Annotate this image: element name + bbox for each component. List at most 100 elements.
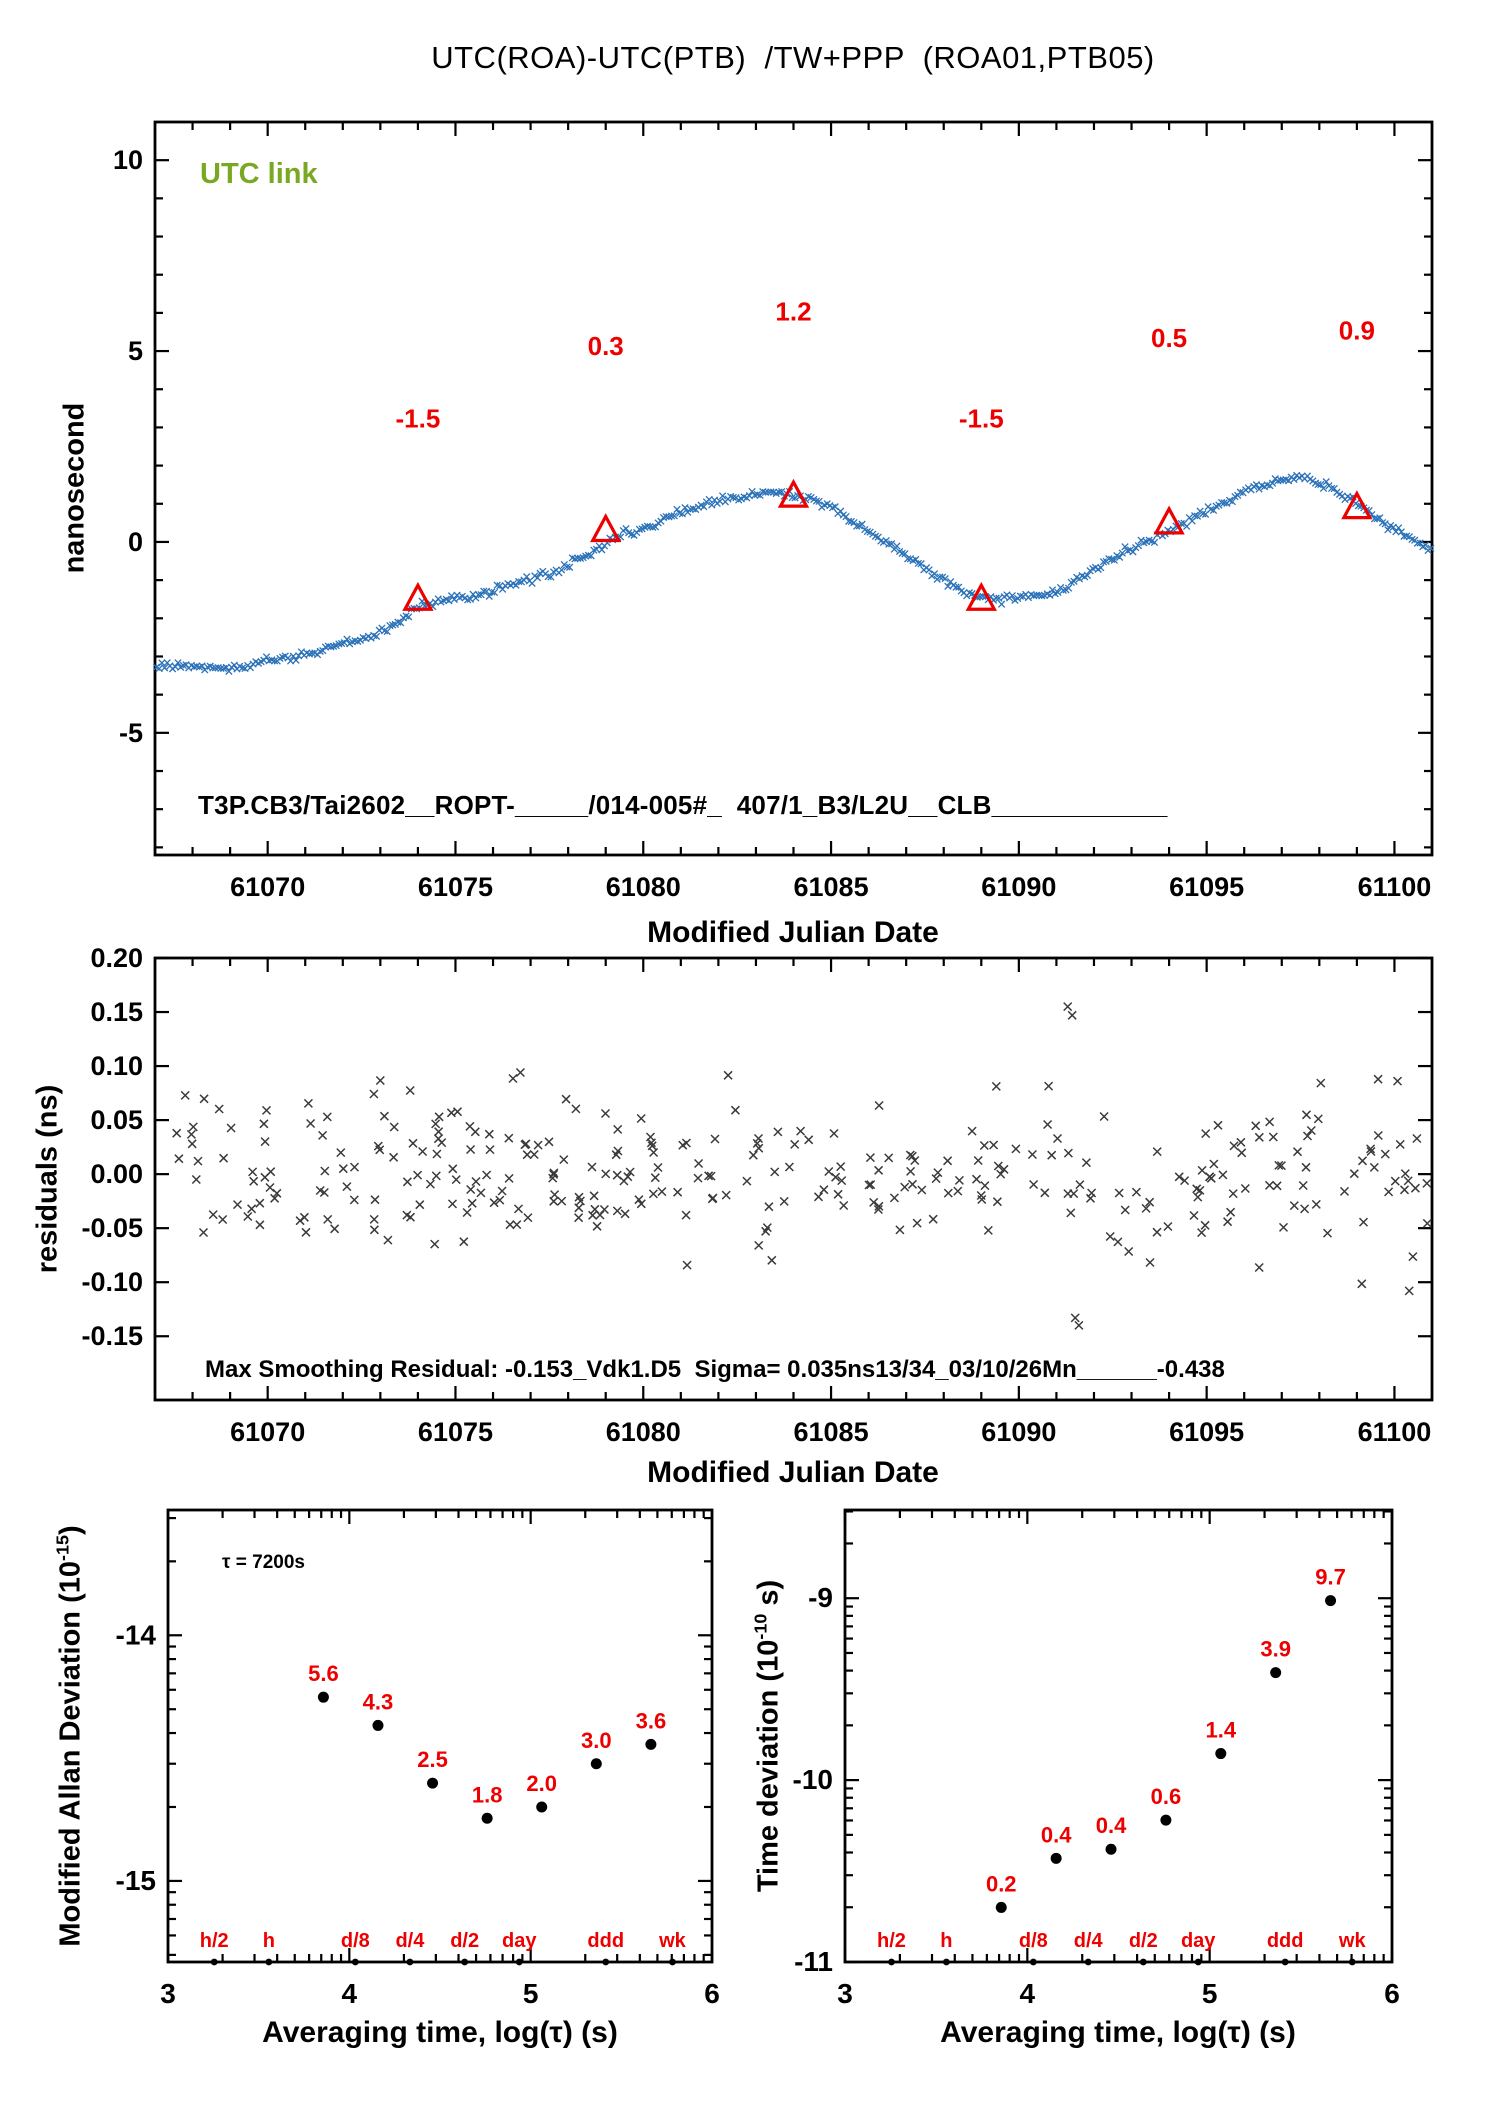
data-marker bbox=[432, 1149, 442, 1159]
data-marker bbox=[1047, 1150, 1057, 1160]
deviation-value-label: 9.7 bbox=[1315, 1565, 1346, 1590]
data-marker bbox=[989, 1140, 999, 1150]
data-marker bbox=[1218, 1170, 1228, 1180]
data-marker bbox=[557, 1196, 567, 1206]
data-marker bbox=[694, 1158, 704, 1169]
data-marker bbox=[315, 1185, 325, 1196]
data-marker bbox=[188, 1122, 198, 1132]
mdev-ylabel-post: ) bbox=[54, 1525, 87, 1536]
data-marker bbox=[1063, 1148, 1073, 1158]
time-marker-dot bbox=[1348, 1958, 1356, 1966]
deviation-point bbox=[1270, 1667, 1282, 1679]
residuals-ylabel: residuals (ns) bbox=[31, 1084, 64, 1274]
x-tick-label: 61085 bbox=[794, 872, 869, 902]
triangle-marker bbox=[965, 581, 997, 611]
x-tick-label: 5 bbox=[1202, 1978, 1218, 2009]
data-marker bbox=[219, 1153, 229, 1163]
data-marker bbox=[508, 1073, 518, 1084]
y-tick-label: 5 bbox=[128, 336, 143, 366]
data-marker bbox=[682, 1260, 692, 1270]
data-marker bbox=[587, 552, 595, 560]
data-marker bbox=[1369, 1162, 1379, 1172]
data-marker bbox=[1339, 1186, 1350, 1196]
data-marker bbox=[547, 573, 555, 581]
data-marker bbox=[1254, 1132, 1264, 1142]
data-marker bbox=[853, 522, 861, 530]
data-marker bbox=[1044, 1081, 1054, 1091]
data-marker bbox=[730, 1105, 740, 1115]
data-marker bbox=[895, 1225, 905, 1235]
data-marker bbox=[383, 1235, 393, 1245]
data-marker bbox=[476, 1188, 486, 1198]
data-marker bbox=[1209, 506, 1218, 515]
data-marker bbox=[369, 1225, 379, 1235]
data-marker bbox=[262, 653, 271, 661]
deviation-value-label: 5.6 bbox=[308, 1661, 339, 1686]
deviation-value-label: 1.4 bbox=[1205, 1718, 1236, 1743]
data-marker bbox=[1228, 497, 1236, 506]
data-marker bbox=[497, 1186, 507, 1196]
data-marker bbox=[303, 1098, 313, 1108]
deviation-value-label: 0.2 bbox=[986, 1871, 1017, 1896]
panel-phase-difference: 61070 61075 61080 61085 61090 61095 61100 10 5 0 -… bbox=[113, 120, 1435, 902]
data-marker bbox=[600, 1108, 611, 1119]
data-marker bbox=[770, 1167, 780, 1177]
residuals-xlabel: Modified Julian Date bbox=[647, 1456, 939, 1489]
tdev-xlabel: Averaging time, log(τ) (s) bbox=[940, 2016, 1296, 2049]
data-marker bbox=[270, 657, 279, 665]
deviation-value-label: 0.6 bbox=[1151, 1784, 1182, 1809]
data-marker bbox=[338, 1164, 348, 1174]
data-marker bbox=[1392, 528, 1400, 536]
triangle-value-label: 0.5 bbox=[1151, 323, 1187, 353]
data-marker bbox=[248, 1167, 258, 1177]
triangle-marker bbox=[402, 581, 434, 611]
data-marker bbox=[529, 1149, 539, 1160]
data-marker bbox=[247, 1204, 257, 1214]
y-tick-label: -9 bbox=[808, 1582, 833, 1613]
data-marker bbox=[318, 1130, 328, 1140]
link-code-text: T3P.CB3/Tai2602__ROPT-_____/014-005#_ 40… bbox=[198, 790, 1168, 820]
data-marker bbox=[1399, 1185, 1410, 1195]
data-marker bbox=[611, 1150, 621, 1160]
data-marker bbox=[191, 1174, 201, 1185]
data-marker bbox=[997, 600, 1006, 608]
x-tick-label: 61070 bbox=[230, 872, 305, 902]
data-marker bbox=[466, 595, 475, 603]
data-marker bbox=[625, 1167, 635, 1177]
data-marker bbox=[863, 527, 872, 536]
y-tick-label: -11 bbox=[794, 1946, 833, 1977]
data-marker bbox=[1134, 541, 1143, 550]
data-marker bbox=[898, 549, 906, 557]
data-marker bbox=[1027, 1149, 1037, 1160]
time-marker-label: h bbox=[940, 1930, 952, 1952]
data-marker bbox=[557, 566, 566, 574]
x-tick-label: 61090 bbox=[981, 1417, 1056, 1447]
data-marker bbox=[767, 1255, 777, 1265]
time-marker-dot bbox=[1084, 1958, 1092, 1966]
data-marker bbox=[474, 591, 483, 599]
triangle-value-label: -1.5 bbox=[959, 403, 1004, 433]
data-marker bbox=[574, 1192, 584, 1202]
data-marker bbox=[874, 1100, 884, 1111]
data-marker bbox=[634, 1195, 644, 1205]
data-marker bbox=[678, 510, 686, 518]
data-marker bbox=[646, 1138, 656, 1148]
data-marker bbox=[813, 1192, 824, 1202]
data-marker bbox=[967, 1126, 977, 1136]
data-marker bbox=[225, 667, 233, 675]
data-marker bbox=[471, 1176, 481, 1187]
data-marker bbox=[482, 1170, 492, 1180]
data-marker bbox=[1349, 1169, 1359, 1179]
data-marker bbox=[858, 520, 866, 528]
data-marker bbox=[1300, 1204, 1310, 1214]
time-marker-label: ddd bbox=[1267, 1930, 1304, 1952]
triangle-marker bbox=[777, 478, 810, 508]
data-marker bbox=[383, 627, 391, 636]
data-marker bbox=[995, 594, 1003, 602]
deviation-value-label: 3.0 bbox=[581, 1728, 612, 1753]
data-marker bbox=[1097, 564, 1105, 572]
deviation-value-label: 2.5 bbox=[417, 1747, 448, 1772]
data-marker bbox=[812, 497, 821, 505]
data-marker bbox=[1240, 1183, 1250, 1194]
data-marker bbox=[1265, 1117, 1275, 1127]
